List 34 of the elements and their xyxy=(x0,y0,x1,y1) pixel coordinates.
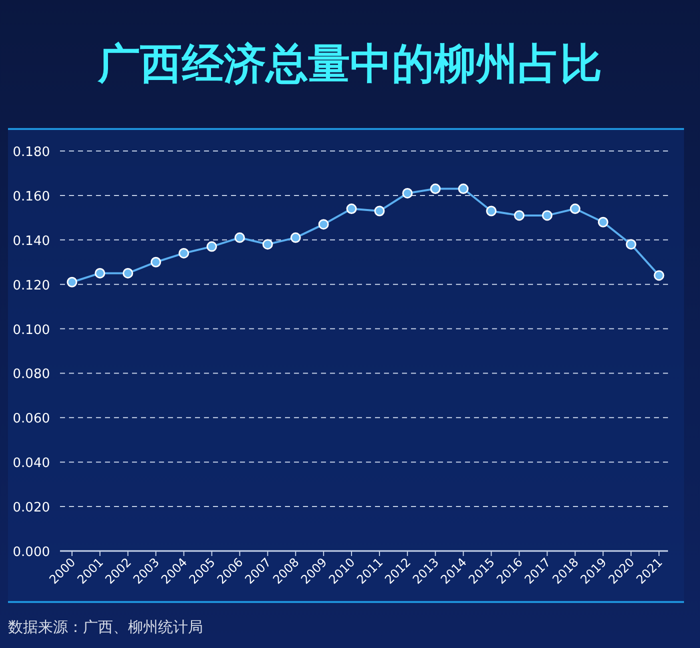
point xyxy=(346,204,357,214)
y-tick-label: 0.100 xyxy=(12,322,50,338)
point xyxy=(122,268,134,278)
source-note: 数据来源：广西、柳州统计局 xyxy=(8,618,203,636)
point xyxy=(262,239,273,250)
y-tick-label: 0.060 xyxy=(12,412,50,427)
y-tick-label: 0.140 xyxy=(12,234,50,249)
point xyxy=(290,232,301,243)
y-tick-label: 0.020 xyxy=(12,500,50,516)
point xyxy=(318,219,329,230)
point xyxy=(402,188,413,198)
y-tick-label: 0.180 xyxy=(12,145,50,160)
y-tick-label: 0.080 xyxy=(12,367,50,382)
y-tick-label: 0.160 xyxy=(12,189,50,204)
point xyxy=(178,248,190,258)
point xyxy=(598,216,608,228)
point xyxy=(150,256,162,268)
chart-title: 广西经济总量中的柳州占比 xyxy=(97,39,602,88)
point xyxy=(514,210,524,221)
point xyxy=(94,268,106,278)
point xyxy=(486,206,497,216)
point xyxy=(374,206,385,216)
y-tick-label: 0.040 xyxy=(12,456,50,472)
point xyxy=(570,204,580,214)
y-tick-label: 0.000 xyxy=(12,545,50,560)
point xyxy=(542,210,552,221)
point xyxy=(458,184,469,194)
point xyxy=(654,270,664,281)
point xyxy=(626,239,636,250)
y-tick-label: 0.120 xyxy=(12,278,50,294)
point xyxy=(234,232,245,243)
point xyxy=(430,184,441,194)
point xyxy=(66,276,78,288)
point xyxy=(206,241,218,252)
